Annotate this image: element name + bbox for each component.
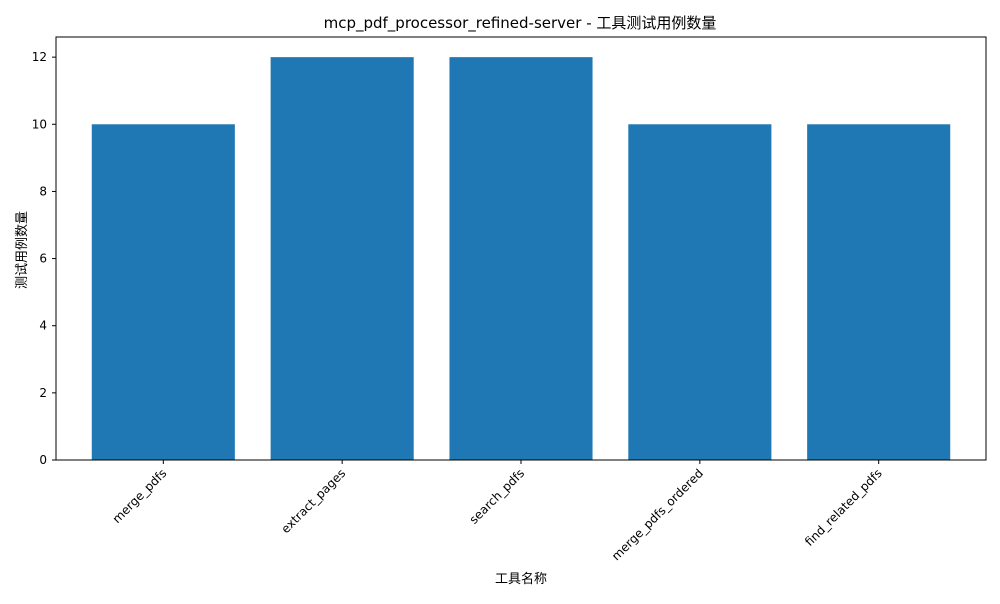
y-tick-label: 2 (39, 386, 47, 400)
y-tick-label: 6 (39, 252, 47, 266)
x-tick-label: find_related_pdfs (802, 466, 885, 549)
bars-layer (91, 57, 951, 460)
chart-title: mcp_pdf_processor_refined-server - 工具测试用… (324, 14, 717, 33)
x-tick-label: extract_pages (278, 466, 348, 536)
x-tick-label: merge_pdfs (110, 466, 170, 526)
bar-search_pdfs (449, 57, 593, 460)
bar-merge_pdfs_ordered (628, 124, 772, 460)
y-tick-label: 10 (32, 117, 47, 131)
y-tick-label: 12 (32, 50, 47, 64)
x-axis: merge_pdfs extract_pages search_pdfs merge_… (110, 460, 885, 563)
bar-merge_pdfs (91, 124, 235, 460)
bar-find_related_pdfs (807, 124, 951, 460)
bar-extract_pages (270, 57, 414, 460)
y-axis-label: 测试用例数量 (15, 211, 30, 289)
plot-frame (55, 36, 987, 461)
y-tick-label: 0 (39, 453, 47, 467)
y-tick-label: 4 (39, 319, 47, 333)
x-tick-label: search_pdfs (467, 466, 528, 527)
y-tick-label: 8 (39, 184, 47, 198)
y-axis: 0 2 4 6 8 10 12 (32, 50, 56, 467)
x-tick-label: merge_pdfs_ordered (609, 466, 706, 563)
x-axis-label: 工具名称 (495, 571, 547, 587)
